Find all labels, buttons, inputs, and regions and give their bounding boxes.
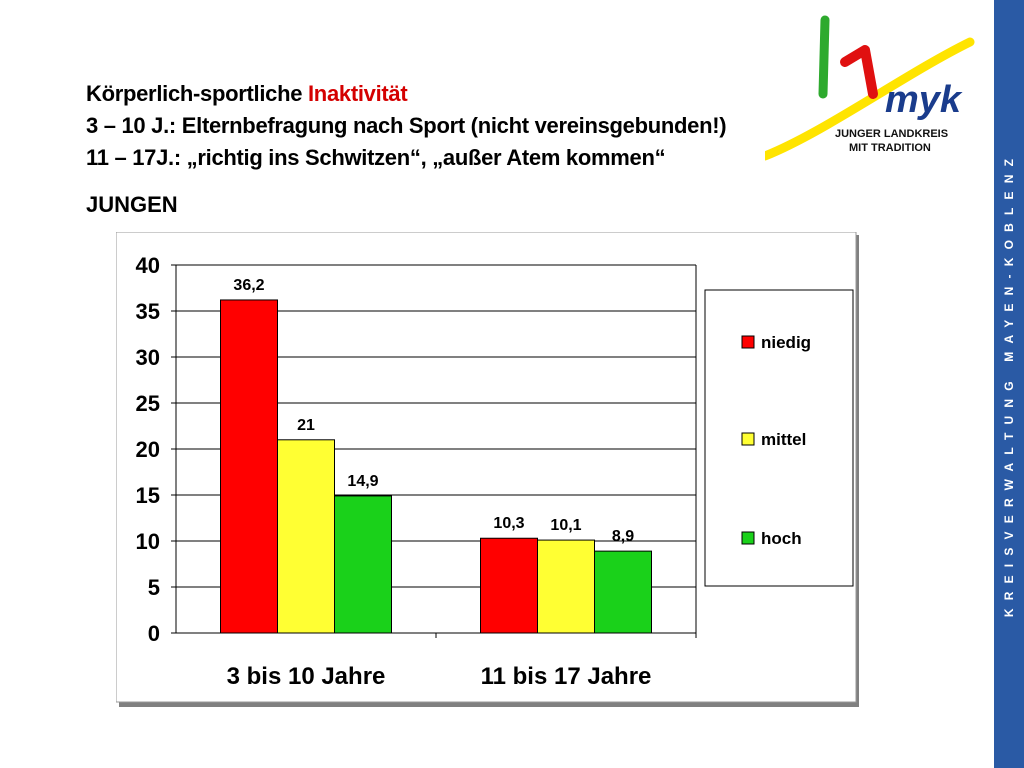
data-label: 10,3 — [493, 515, 524, 532]
bar-niedig-2 — [480, 537, 538, 634]
title-accent: Inaktivität — [308, 81, 408, 106]
data-label: 8,9 — [612, 528, 634, 545]
logo-mark-text: myk — [885, 79, 963, 121]
title-main: Körperlich-sportliche — [86, 81, 308, 106]
x-axis: 3 bis 10 Jahre 11 bis 17 Jahre — [176, 632, 697, 690]
logo-tagline-2: MIT TRADITION — [849, 142, 931, 154]
data-label: 10,1 — [550, 517, 581, 534]
y-tick-label: 5 — [148, 575, 160, 600]
y-tick-label: 10 — [136, 529, 160, 554]
legend-swatch-hoch — [741, 531, 755, 545]
bars — [220, 299, 652, 634]
bar-hoch-2 — [594, 550, 652, 634]
y-tick-label: 0 — [148, 621, 160, 646]
chart-area: 36,2 21 14,9 10,3 10,1 8,9 0 5 10 15 20 25 30 35 40 3… — [115, 231, 860, 713]
data-label: 36,2 — [233, 277, 264, 294]
legend-label-hoch: hoch — [761, 529, 802, 548]
y-tick-label: 15 — [136, 483, 160, 508]
subgroup-label: JUNGEN — [86, 192, 178, 217]
y-tick-label: 40 — [136, 253, 160, 278]
logo-green-stroke-icon — [818, 15, 830, 99]
legend-box — [704, 289, 854, 587]
logo-tagline-1: JUNGER LANDKREIS — [835, 128, 948, 140]
title-line: Körperlich-sportliche Inaktivität — [86, 78, 726, 110]
sidebar-label: KREISVERWALTUNG MAYEN-KOBLENZ — [1002, 150, 1016, 618]
sidebar-band: KREISVERWALTUNG MAYEN-KOBLENZ — [994, 0, 1024, 768]
x-category-label: 11 bis 17 Jahre — [481, 663, 652, 690]
bar-hoch-1 — [334, 495, 392, 634]
y-tick-label: 20 — [136, 437, 160, 462]
legend-swatch-mittel — [741, 432, 755, 446]
y-tick-label: 35 — [136, 299, 160, 324]
x-category-label: 3 bis 10 Jahre — [227, 663, 386, 690]
legend-label-niedig: niedig — [761, 333, 811, 352]
bar-mittel-2 — [537, 539, 595, 634]
bar-niedig-1 — [220, 299, 278, 634]
y-tick-label: 25 — [136, 391, 160, 416]
data-label: 14,9 — [347, 473, 378, 490]
legend-label-mittel: mittel — [761, 430, 806, 449]
data-label: 21 — [297, 417, 315, 434]
y-axis: 0 5 10 15 20 25 30 35 40 — [136, 253, 177, 646]
bar-labels: 36,2 21 14,9 10,3 10,1 8,9 — [233, 277, 634, 545]
logo-yellow-swoosh-icon — [760, 37, 975, 161]
y-tick-label: 30 — [136, 345, 160, 370]
district-logo: myk JUNGER LANDKREIS MIT TRADITION — [760, 14, 975, 164]
bar-chart: 36,2 21 14,9 10,3 10,1 8,9 0 5 10 15 20 25 30 35 40 3… — [115, 231, 859, 707]
slide-header: Körperlich-sportliche Inaktivität 3 – 10… — [86, 78, 727, 174]
subtitle-line-2: 3 – 10 J.: Elternbefragung nach Sport (n… — [86, 113, 727, 138]
legend: niedig mittel hoch — [704, 289, 854, 587]
legend-swatch-niedig — [741, 335, 755, 349]
logo-graphic: myk JUNGER LANDKREIS MIT TRADITION — [760, 15, 975, 161]
bar-mittel-1 — [277, 439, 335, 634]
logo-red-stroke-icon — [840, 45, 878, 99]
subtitle-line-3: 11 – 17J.: „richtig ins Schwitzen“, „auß… — [86, 145, 666, 170]
